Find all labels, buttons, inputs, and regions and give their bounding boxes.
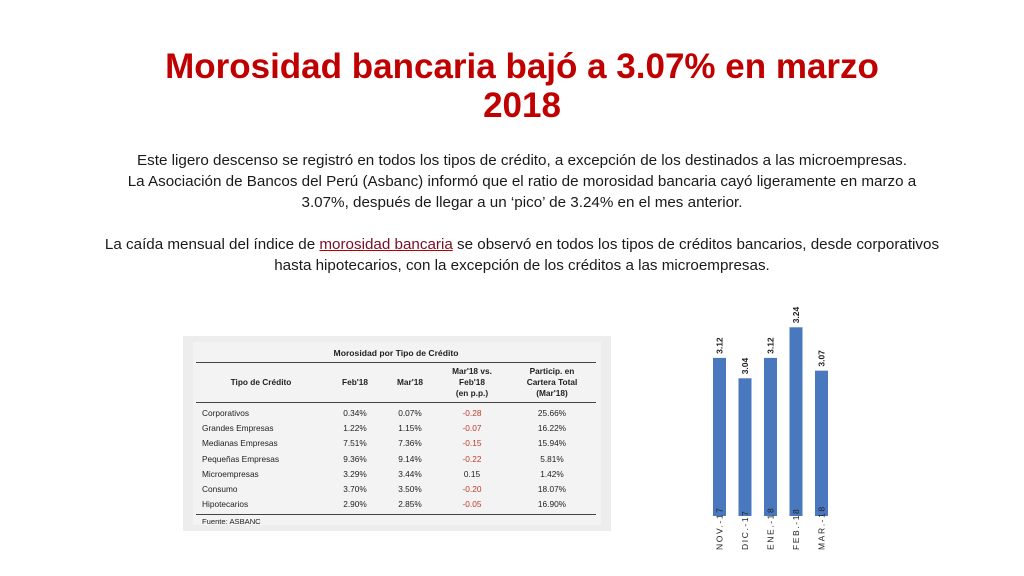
- cell-feb: 3.29%: [343, 468, 367, 479]
- bar-value-label: 3.12: [715, 337, 725, 354]
- cell-variation: -0.22: [462, 453, 482, 464]
- cell-mar: 0.07%: [398, 408, 422, 418]
- header-variation-line-3: (en p.p.): [455, 388, 489, 398]
- table-row: Microempresas 3.29% 3.44% 0.15 1.42%: [196, 467, 596, 482]
- cell-feb: 9.36%: [343, 453, 367, 464]
- paragraph-1-line-1: Este ligero descenso se registró en todo…: [137, 152, 907, 169]
- cell-mar: 1.15%: [398, 423, 422, 434]
- cell-tipo: Hipotecarios: [196, 496, 326, 515]
- cell-participation: 16.90%: [508, 496, 596, 515]
- header-variation-line-2: Feb'18: [459, 377, 485, 387]
- header-mar: Mar'18: [384, 362, 436, 403]
- category-label: NOV.-17: [715, 507, 725, 551]
- bar-dic-17: [738, 378, 752, 516]
- credit-table-frame: Morosidad por Tipo de Crédito Tipo de Cr…: [193, 342, 601, 526]
- cell-feb: 7.51%: [343, 438, 367, 449]
- table-source: Fuente: ASBANC: [202, 516, 261, 526]
- credit-table-image: Morosidad por Tipo de Crédito Tipo de Cr…: [183, 336, 611, 531]
- cell-feb: 2.90%: [326, 496, 384, 515]
- table-row: Hipotecarios 2.90% 2.85% -0.05 16.90%: [196, 496, 596, 515]
- cell-feb: 3.70%: [343, 483, 367, 494]
- cell-variation: -0.20: [462, 483, 482, 494]
- paragraph-1-line-2: La Asociación de Bancos del Perú (Asbanc…: [127, 173, 917, 211]
- category-label: DIC.-17: [740, 510, 750, 551]
- table-row: Medianas Empresas 7.51% 7.36% -0.15 15.9…: [196, 436, 596, 451]
- header-variation-line-1: Mar'18 vs.: [452, 366, 492, 376]
- paragraph-2-end: se observó en todos los tipos de crédito…: [274, 236, 940, 274]
- header-participation-line-1: Particip. en: [529, 366, 575, 376]
- header-feb: Feb'18: [326, 362, 384, 403]
- bar-value-label: 3.24: [791, 306, 801, 323]
- cell-participation: 25.66%: [537, 408, 567, 418]
- cell-tipo: Corporativos: [202, 408, 250, 418]
- cell-tipo: Medianas Empresas: [202, 438, 278, 449]
- cell-participation: 5.81%: [540, 453, 564, 464]
- header-variation: Mar'18 vs. Feb'18 (en p.p.): [436, 362, 508, 403]
- table-row: Grandes Empresas 1.22% 1.15% -0.07 16.22…: [196, 421, 596, 436]
- cell-participation: 18.07%: [537, 483, 567, 494]
- cell-mar: 7.36%: [398, 438, 422, 449]
- category-label: ENE.-18: [766, 507, 776, 550]
- cell-variation: -0.28: [462, 408, 482, 418]
- cell-participation: 16.22%: [537, 423, 567, 434]
- cell-variation: 0.15: [463, 468, 481, 479]
- category-label: MAR.-18: [817, 505, 827, 550]
- bar-ene-18: [764, 357, 777, 516]
- paragraph-1: Este ligero descenso se registró en todo…: [104, 150, 940, 213]
- cell-tipo: Pequeñas Empresas: [202, 453, 280, 464]
- header-participation-line-2: Cartera Total: [526, 377, 578, 387]
- bar-nov-17: [713, 357, 726, 516]
- body-text: Este ligero descenso se registró en todo…: [104, 150, 940, 276]
- cell-tipo: Microempresas: [202, 468, 259, 479]
- table-row: Corporativos 0.34% 0.07% -0.28 25.66%: [196, 403, 596, 421]
- category-label: FEB.-18: [791, 508, 801, 550]
- bar-feb-18: [789, 327, 803, 516]
- cell-feb: 1.22%: [343, 423, 367, 434]
- paragraph-2-start: La caída mensual del índice de: [104, 236, 320, 253]
- bar-value-label: 3.04: [740, 357, 750, 374]
- cell-participation: 15.94%: [537, 438, 567, 449]
- cell-variation: -0.15: [462, 438, 482, 449]
- header-tipo: Tipo de Crédito: [196, 362, 326, 403]
- table-row: Pequeñas Empresas 9.36% 9.14% -0.22 5.81…: [196, 451, 596, 466]
- paragraph-2: La caída mensual del índice de morosidad…: [104, 234, 940, 276]
- cell-variation: -0.07: [462, 423, 482, 434]
- table-row: Consumo 3.70% 3.50% -0.20 18.07%: [196, 482, 596, 497]
- bar-value-label: 3.07: [817, 350, 827, 367]
- table-caption: Morosidad por Tipo de Crédito: [196, 342, 596, 363]
- morosidad-bancaria-link[interactable]: morosidad bancaria: [319, 236, 453, 253]
- bar-mar-18: [815, 370, 828, 516]
- cell-variation: -0.05: [436, 496, 508, 515]
- cell-tipo: Grandes Empresas: [202, 423, 274, 434]
- page-title: Morosidad bancaria bajó a 3.07% en marzo…: [165, 47, 879, 125]
- bar-value-label: 3.12: [766, 337, 776, 354]
- morosidad-bar-chart: 3.12 NOV.-17 3.04 DIC.-17 3.12 ENE.-18 3.24 FEB…: [713, 306, 828, 551]
- cell-mar: 3.50%: [398, 483, 422, 494]
- cell-mar: 3.44%: [398, 468, 422, 479]
- cell-mar: 2.85%: [384, 496, 436, 515]
- cell-participation: 1.42%: [540, 468, 564, 479]
- cell-mar: 9.14%: [398, 453, 422, 464]
- cell-feb: 0.34%: [343, 408, 367, 418]
- header-participation: Particip. en Cartera Total (Mar'18): [508, 362, 596, 403]
- header-participation-line-3: (Mar'18): [536, 388, 568, 398]
- cell-tipo: Consumo: [202, 483, 238, 494]
- credit-table: Morosidad por Tipo de Crédito Tipo de Cr…: [196, 342, 596, 515]
